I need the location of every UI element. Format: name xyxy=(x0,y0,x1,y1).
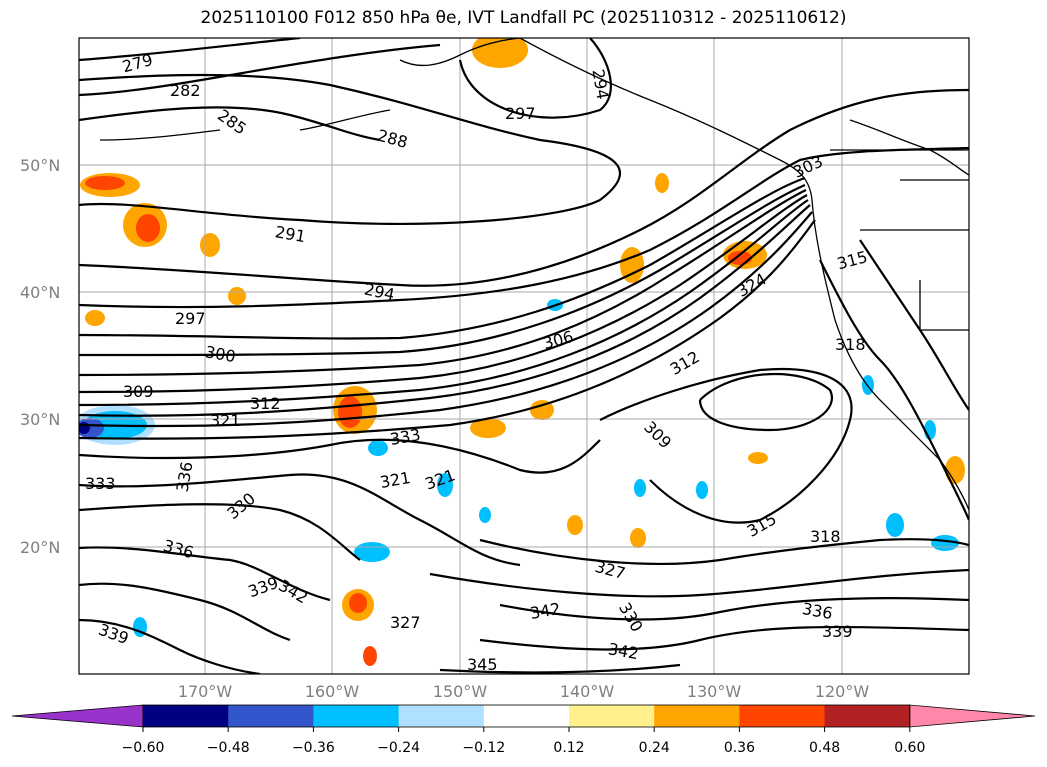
map-title: 2025110100 F012 850 hPa θe, IVT Landfall… xyxy=(200,8,847,28)
colorbar-frame xyxy=(142,704,911,728)
colorbar-tick-label: 0.60 xyxy=(894,740,925,756)
contour-label: 312 xyxy=(667,347,703,379)
contour-label: 309 xyxy=(123,382,154,401)
colorbar-tick-label: −0.36 xyxy=(292,740,335,756)
contour-label: 285 xyxy=(214,105,250,138)
contour-label: 324 xyxy=(734,269,770,301)
contour-label: 339 xyxy=(96,620,131,648)
contour-label: 342 xyxy=(607,639,640,663)
colorbar-tick-label: 0.36 xyxy=(724,740,755,756)
contour-label: 318 xyxy=(835,335,866,354)
lat-label: 30°N xyxy=(20,410,60,429)
colorbar-segment xyxy=(398,705,485,727)
contour-label: 333 xyxy=(389,425,422,449)
contour-label: 330 xyxy=(223,489,259,523)
contour-label: 297 xyxy=(505,104,536,123)
contour-label: 336 xyxy=(173,460,197,493)
lat-label: 50°N xyxy=(20,156,60,175)
colorbar-segment xyxy=(228,705,314,727)
colorbar-segment xyxy=(143,705,229,727)
colorbar-segment xyxy=(654,705,740,727)
contour-label: 327 xyxy=(593,557,627,583)
contour-label: 300 xyxy=(204,342,237,366)
contour-label: 336 xyxy=(801,599,834,623)
colorbar-tick-label: −0.12 xyxy=(462,740,505,756)
lon-label: 140°W xyxy=(560,682,615,701)
coastlines xyxy=(99,38,969,511)
colorbar-tick-label: 0.24 xyxy=(639,740,670,756)
colorbar-segment xyxy=(739,705,826,727)
contour-label: 327 xyxy=(390,613,421,632)
map-frame xyxy=(78,37,970,675)
colorbar-tick-label: 0.12 xyxy=(553,740,584,756)
contour-label: 315 xyxy=(744,509,780,541)
lon-label: 120°W xyxy=(815,682,870,701)
contour-label: 330 xyxy=(615,599,647,635)
contour-label: 339 xyxy=(246,573,281,601)
lon-label: 160°W xyxy=(305,682,360,701)
contour-label: 282 xyxy=(170,81,201,100)
colorbar-extend-high xyxy=(909,704,1036,728)
contour-label: 288 xyxy=(375,126,409,152)
contour-label: 297 xyxy=(175,309,206,328)
contour-label: 294 xyxy=(588,68,612,101)
contour-label: 318 xyxy=(810,527,841,546)
contour-label: 321 xyxy=(210,411,241,430)
latitude-labels: 50°N 40°N 30°N 20°N xyxy=(20,156,60,557)
contour-label: 336 xyxy=(161,536,195,562)
contour-label: 315 xyxy=(835,247,869,273)
theta-e-contours xyxy=(79,38,969,674)
contour-label: 342 xyxy=(529,599,562,623)
contour-label: 321 xyxy=(379,468,412,492)
contour-label-group: 279 282 285 288 291 294 297 297 294 300 … xyxy=(85,50,869,674)
lon-label: 150°W xyxy=(433,682,488,701)
graticule xyxy=(79,38,969,674)
contour-label: 339 xyxy=(822,622,853,641)
colorbar-segment xyxy=(313,705,400,727)
colorbar-segment xyxy=(483,705,570,727)
colorbar-tick-label: 0.48 xyxy=(809,740,840,756)
contour-label: 312 xyxy=(250,394,281,413)
contour-label: 279 xyxy=(120,50,154,76)
contour-label: 345 xyxy=(467,655,498,674)
lon-label: 170°W xyxy=(178,682,233,701)
colorbar-segment xyxy=(569,705,655,727)
colorbar-tick-label: −0.24 xyxy=(377,740,420,756)
colorbar: −0.60 −0.48 −0.36 −0.24 −0.12 0.12 0.24 0.36 0.4… xyxy=(11,704,1036,756)
contour-label: 333 xyxy=(85,474,116,493)
contour-label: 291 xyxy=(274,222,307,246)
lon-label: 130°W xyxy=(687,682,742,701)
colorbar-tick-label: −0.48 xyxy=(207,740,250,756)
colorbar-segment xyxy=(824,705,911,727)
colorbar-tick-label: −0.60 xyxy=(122,740,165,756)
contour-label: 309 xyxy=(640,417,675,452)
lat-label: 20°N xyxy=(20,538,60,557)
longitude-labels: 170°W 160°W 150°W 140°W 130°W 120°W xyxy=(178,682,870,701)
colorbar-extend-low xyxy=(11,704,144,728)
contour-label: 306 xyxy=(541,327,575,353)
lat-label: 40°N xyxy=(20,283,60,302)
